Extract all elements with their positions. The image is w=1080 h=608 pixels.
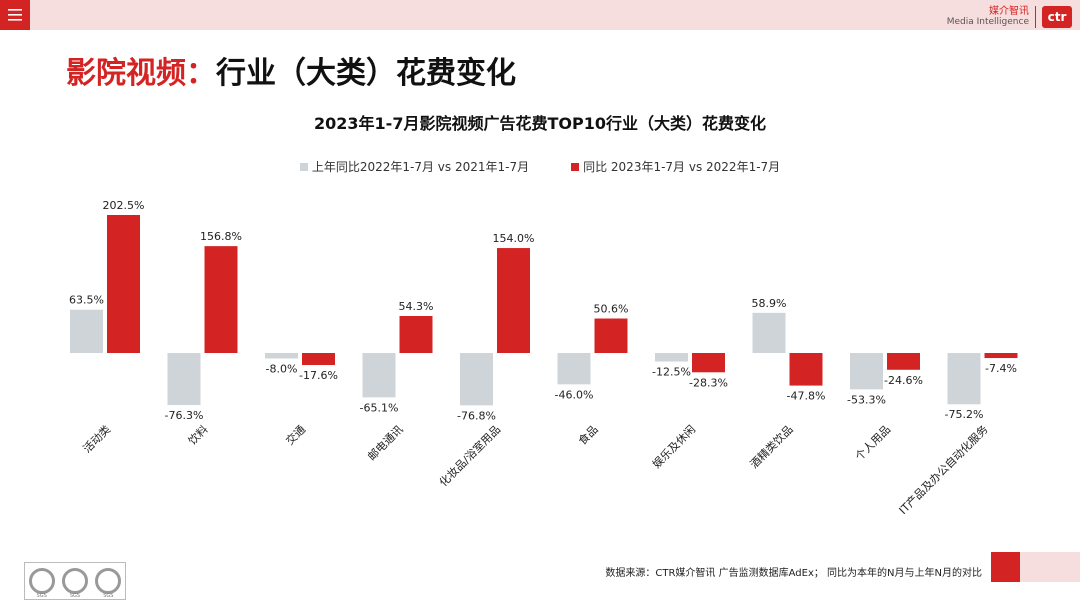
- legend-swatch-prev: [299, 162, 308, 171]
- data-label: -76.3%: [165, 409, 204, 422]
- legend-item-prev: 上年同比2022年1-7月 vs 2021年1-7月: [299, 158, 530, 175]
- bar-prev-year: [167, 353, 201, 405]
- bar-curr-year: [594, 318, 628, 353]
- menu-icon[interactable]: [0, 0, 30, 30]
- data-label: 202.5%: [103, 199, 145, 212]
- category-label: 娱乐及休闲: [649, 422, 698, 471]
- data-label: -65.1%: [360, 401, 399, 414]
- data-source-note: 数据来源：CTR媒介智讯 广告监测数据库AdEx； 同比为本年的N月与上年N月的…: [605, 568, 982, 579]
- bar-curr-year: [399, 315, 433, 353]
- bar-prev-year: [557, 353, 591, 385]
- category-label: 邮电通讯: [365, 423, 405, 463]
- brand-divider: [1035, 6, 1036, 28]
- data-label: -12.5%: [652, 366, 691, 379]
- sgs-cert-icon: SGS: [28, 568, 55, 599]
- page-title-black: 行业（大类）花费变化: [216, 56, 516, 91]
- category-label: 化妆品/浴室用品: [436, 422, 503, 489]
- bar-curr-year: [984, 353, 1018, 359]
- legend-label-prev: 上年同比2022年1-7月 vs 2021年1-7月: [311, 160, 530, 174]
- bar-curr-year: [497, 248, 530, 353]
- footer-accent-light: [1020, 552, 1080, 582]
- bar-prev-year: [265, 353, 298, 359]
- bar-prev-year: [655, 353, 688, 362]
- data-label: -24.6%: [884, 374, 923, 387]
- certification-badges: SGS SGS SGS: [24, 562, 126, 600]
- legend-label-curr: 同比 2023年1-7月 vs 2022年1-7月: [583, 160, 781, 174]
- data-label: 54.3%: [399, 300, 434, 313]
- top-bar: [0, 0, 1080, 30]
- data-label: -46.0%: [555, 388, 594, 401]
- category-label: 食品: [575, 422, 600, 447]
- page-title: 影院视频：行业（大类）花费变化: [66, 48, 516, 92]
- category-label: 交通: [283, 422, 308, 447]
- bar-curr-year: [204, 246, 238, 353]
- bar-prev-year: [70, 309, 103, 353]
- bar-curr-year: [692, 353, 725, 373]
- category-label: 饮料: [185, 422, 210, 447]
- bar-prev-year: [460, 353, 493, 406]
- data-label: 154.0%: [493, 232, 535, 245]
- data-label: 156.8%: [200, 230, 242, 243]
- chart-title: 2023年1-7月影院视频广告花费TOP10行业（大类）花费变化: [314, 114, 766, 133]
- data-label: -7.4%: [985, 362, 1017, 375]
- category-label: 酒精类饮品: [747, 422, 796, 471]
- ctr-logo-icon: ctr: [1042, 6, 1072, 28]
- bar-prev-year: [947, 353, 981, 405]
- brand-name-en: Media Intelligence: [946, 17, 1029, 27]
- data-label: 63.5%: [69, 294, 104, 307]
- legend-swatch-curr: [571, 162, 580, 171]
- bar-curr-year: [789, 353, 823, 386]
- footer-accent-red: [991, 552, 1021, 582]
- legend-item-curr: 同比 2023年1-7月 vs 2022年1-7月: [571, 158, 780, 175]
- brand-name-cn: 媒介智讯: [989, 6, 1029, 17]
- bar-curr-year: [107, 215, 140, 353]
- category-label: IT产品及办公自动化服务: [896, 422, 991, 517]
- data-label: -28.3%: [689, 376, 728, 389]
- data-label: -8.0%: [266, 362, 298, 375]
- sgs-cert-icon: SGS: [61, 568, 88, 599]
- data-label: -53.3%: [847, 393, 886, 406]
- sgs-cert-icon: SGS: [95, 568, 122, 599]
- brand-logo: 媒介智讯 Media Intelligence ctr: [947, 5, 1072, 29]
- data-label: -75.2%: [945, 408, 984, 421]
- bar-curr-year: [302, 353, 335, 365]
- data-label: -17.6%: [299, 369, 338, 382]
- data-label: -76.8%: [457, 409, 496, 422]
- page-title-red: 影院视频：: [66, 56, 216, 91]
- bar-prev-year: [752, 312, 786, 353]
- data-label: -47.8%: [787, 390, 826, 403]
- chart-legend: 上年同比2022年1-7月 vs 2021年1-7月 同比 2023年1-7月 …: [0, 158, 1080, 175]
- data-label: 50.6%: [594, 303, 629, 316]
- bar-prev-year: [850, 353, 883, 390]
- bar-curr-year: [887, 353, 920, 370]
- category-label: 个人用品: [853, 423, 893, 463]
- category-label: 活动类: [80, 422, 113, 455]
- data-label: 58.9%: [752, 297, 787, 310]
- bar-prev-year: [362, 353, 396, 398]
